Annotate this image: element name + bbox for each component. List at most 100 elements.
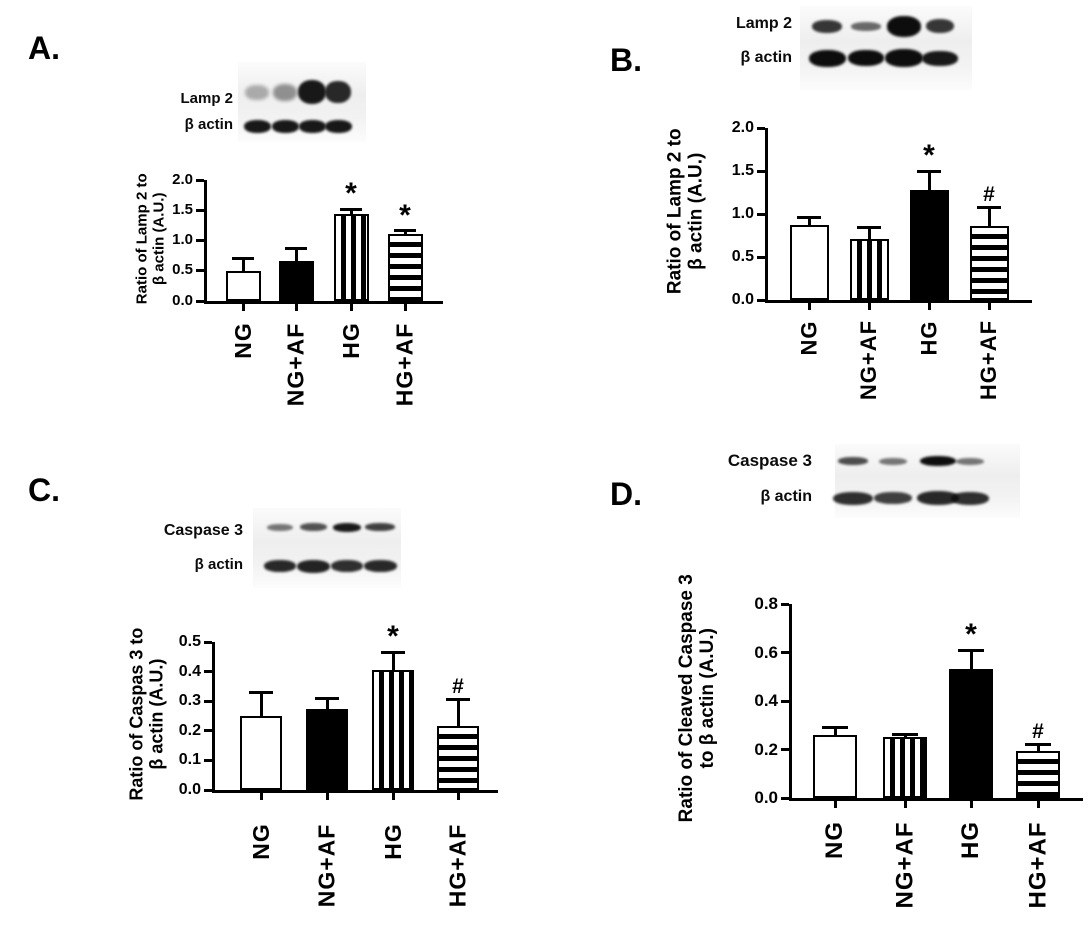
- y-axis-line: [212, 642, 215, 793]
- y-tick-label: 1.0: [731, 205, 754, 223]
- bar-hg: [949, 669, 993, 798]
- blot-band: [926, 19, 954, 33]
- bar-ng: [240, 716, 282, 790]
- y-tick: [781, 651, 789, 654]
- y-tick-label: 0.4: [754, 691, 778, 711]
- blot-band: [885, 49, 923, 67]
- bar-ng: [813, 734, 857, 798]
- x-category-label: HG: [379, 823, 406, 860]
- x-tick: [241, 304, 245, 311]
- y-tick-label: 2.0: [172, 170, 193, 188]
- y-tick: [196, 208, 204, 212]
- y-tick: [196, 178, 204, 182]
- error-bar-stem: [259, 692, 263, 716]
- y-axis-line: [789, 604, 792, 801]
- error-bar-stem: [833, 727, 837, 735]
- bar-ng-af: [306, 708, 348, 790]
- y-tick: [757, 212, 765, 216]
- x-tick: [833, 801, 837, 808]
- bar-ng-af: [849, 238, 889, 300]
- y-axis-label-line: β actin (A.U.): [149, 192, 167, 286]
- significance-marker: #: [452, 674, 464, 698]
- x-tick: [259, 793, 263, 800]
- blot-band: [812, 19, 842, 33]
- y-tick: [757, 126, 765, 130]
- blot-band: [243, 119, 271, 133]
- x-category-label: HG+AF: [444, 823, 471, 907]
- y-tick-label: 0.5: [172, 261, 193, 279]
- y-tick: [204, 670, 212, 674]
- y-tick-label: 0.5: [731, 248, 754, 266]
- bar-ng-af: [278, 261, 314, 301]
- y-tick: [757, 169, 765, 173]
- error-bar-stem: [294, 248, 298, 262]
- western-blot-image: [835, 444, 1020, 518]
- blot-band: [298, 80, 326, 104]
- y-tick: [196, 239, 204, 242]
- blot-band: [851, 21, 881, 31]
- x-category-label: NG+AF: [282, 322, 309, 406]
- y-tick-label: 0.5: [178, 633, 201, 651]
- error-bar-stem: [325, 698, 329, 709]
- error-bar-stem: [987, 207, 991, 227]
- bar-hg-af: [437, 726, 479, 790]
- significance-marker: *: [387, 620, 399, 654]
- x-category-label: HG: [337, 322, 364, 359]
- error-bar-cap: [1025, 743, 1051, 747]
- y-tick-label: 0.0: [731, 291, 754, 309]
- y-axis-label-line: β actin (A.U.): [685, 152, 707, 270]
- y-axis-label: Ratio of Caspas 3 to β actin (A.U.): [126, 628, 166, 801]
- error-bar-stem: [349, 209, 353, 215]
- x-category-label: NG+AF: [856, 319, 882, 401]
- x-category-label: HG+AF: [976, 319, 1002, 401]
- y-tick-label: 0.1: [178, 751, 201, 769]
- significance-marker: *: [345, 177, 357, 211]
- x-tick: [903, 801, 907, 808]
- x-tick: [456, 793, 460, 800]
- y-tick: [781, 699, 789, 703]
- y-tick-label: 0.4: [178, 662, 201, 680]
- significance-marker: #: [983, 182, 995, 206]
- bar-hg: [372, 670, 414, 790]
- blot-band: [879, 457, 907, 465]
- x-category-label: HG: [957, 821, 984, 859]
- error-bar-stem: [241, 258, 245, 272]
- blot-band: [271, 119, 299, 133]
- blot-row-label: β actin: [760, 487, 812, 505]
- error-bar-cap: [797, 215, 821, 219]
- x-category-label: NG+AF: [313, 823, 340, 907]
- blot-band: [917, 491, 959, 505]
- x-category-label: HG+AF: [1024, 820, 1052, 909]
- y-axis-label-line: Ratio of Lamp 2 to: [664, 127, 686, 294]
- x-tick: [294, 304, 298, 311]
- error-bar-cap: [857, 226, 881, 230]
- y-tick: [204, 729, 212, 733]
- x-tick: [867, 303, 871, 310]
- y-axis-label-line: Ratio of Lamp 2 to: [133, 173, 151, 305]
- error-bar-stem: [456, 699, 460, 727]
- y-tick: [781, 602, 789, 606]
- x-tick: [969, 801, 973, 808]
- y-tick-label: 1.5: [731, 162, 754, 180]
- y-tick-label: 0.0: [178, 781, 201, 799]
- bar-hg: [909, 189, 949, 300]
- blot-band: [920, 456, 956, 466]
- y-tick-label: 0.6: [754, 642, 778, 662]
- panel-letter-a: A.: [28, 30, 60, 66]
- x-tick: [403, 304, 407, 311]
- bar-hg-af: [1016, 750, 1060, 798]
- blot-band: [331, 560, 363, 572]
- y-tick-label: 0.8: [754, 594, 778, 614]
- y-axis-label-line: Ratio of Caspas 3 to: [125, 627, 146, 801]
- error-bar-cap: [340, 207, 362, 211]
- blot-band: [833, 491, 873, 505]
- y-axis-line: [204, 180, 207, 304]
- y-tick: [196, 299, 204, 303]
- x-axis-line: [212, 790, 498, 793]
- y-tick: [204, 699, 212, 703]
- x-tick: [807, 303, 811, 310]
- x-category-label: NG+AF: [891, 820, 919, 909]
- x-axis-line: [204, 301, 443, 304]
- blot-row-label: β actin: [184, 116, 233, 134]
